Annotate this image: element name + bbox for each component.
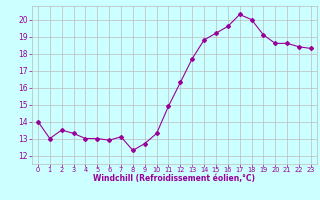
X-axis label: Windchill (Refroidissement éolien,°C): Windchill (Refroidissement éolien,°C)	[93, 174, 255, 183]
